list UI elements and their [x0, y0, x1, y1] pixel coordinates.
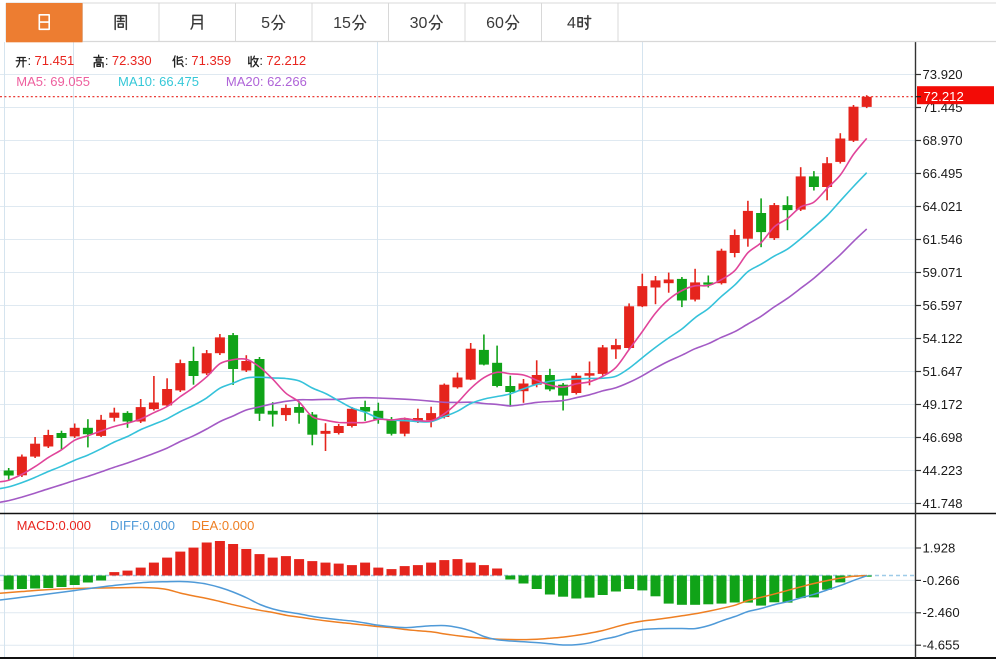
svg-text::: : [105, 53, 109, 68]
svg-text:72.212: 72.212 [924, 89, 964, 104]
svg-text:-2.460: -2.460 [923, 605, 960, 620]
svg-text:66.495: 66.495 [923, 166, 963, 181]
svg-text::: : [28, 53, 32, 68]
svg-text:64.021: 64.021 [923, 199, 963, 214]
svg-text:60: 60 [486, 15, 504, 32]
svg-text:MA10: 66.475: MA10: 66.475 [118, 74, 199, 89]
svg-text:MACD:0.000: MACD:0.000 [17, 518, 91, 533]
svg-text:30: 30 [410, 15, 428, 32]
svg-text::: : [259, 53, 263, 68]
svg-text:15: 15 [333, 15, 351, 32]
svg-text:61.546: 61.546 [923, 232, 963, 247]
svg-text:-4.655: -4.655 [923, 638, 960, 653]
svg-text:71.451: 71.451 [35, 53, 75, 68]
svg-text:-0.266: -0.266 [923, 573, 960, 588]
svg-text:46.698: 46.698 [923, 430, 963, 445]
svg-text:73.920: 73.920 [923, 67, 963, 82]
svg-text:54.122: 54.122 [923, 331, 963, 346]
svg-text:MA20: 62.266: MA20: 62.266 [226, 74, 307, 89]
svg-text:49.172: 49.172 [923, 397, 963, 412]
svg-text:DIFF:0.000: DIFF:0.000 [110, 518, 175, 533]
svg-text:5: 5 [261, 15, 270, 32]
svg-text:44.223: 44.223 [923, 463, 963, 478]
svg-text:72.212: 72.212 [266, 53, 306, 68]
svg-text::: : [184, 53, 188, 68]
svg-text:72.330: 72.330 [112, 53, 152, 68]
svg-text:56.597: 56.597 [923, 298, 963, 313]
svg-text:1.928: 1.928 [923, 540, 956, 555]
svg-text:68.970: 68.970 [923, 133, 963, 148]
svg-text:41.748: 41.748 [923, 496, 963, 511]
svg-text:4: 4 [567, 15, 576, 32]
svg-text:51.647: 51.647 [923, 364, 963, 379]
svg-text:DEA:0.000: DEA:0.000 [192, 518, 255, 533]
svg-text:59.071: 59.071 [923, 265, 963, 280]
svg-text:71.359: 71.359 [191, 53, 231, 68]
svg-text:MA5: 69.055: MA5: 69.055 [16, 74, 90, 89]
